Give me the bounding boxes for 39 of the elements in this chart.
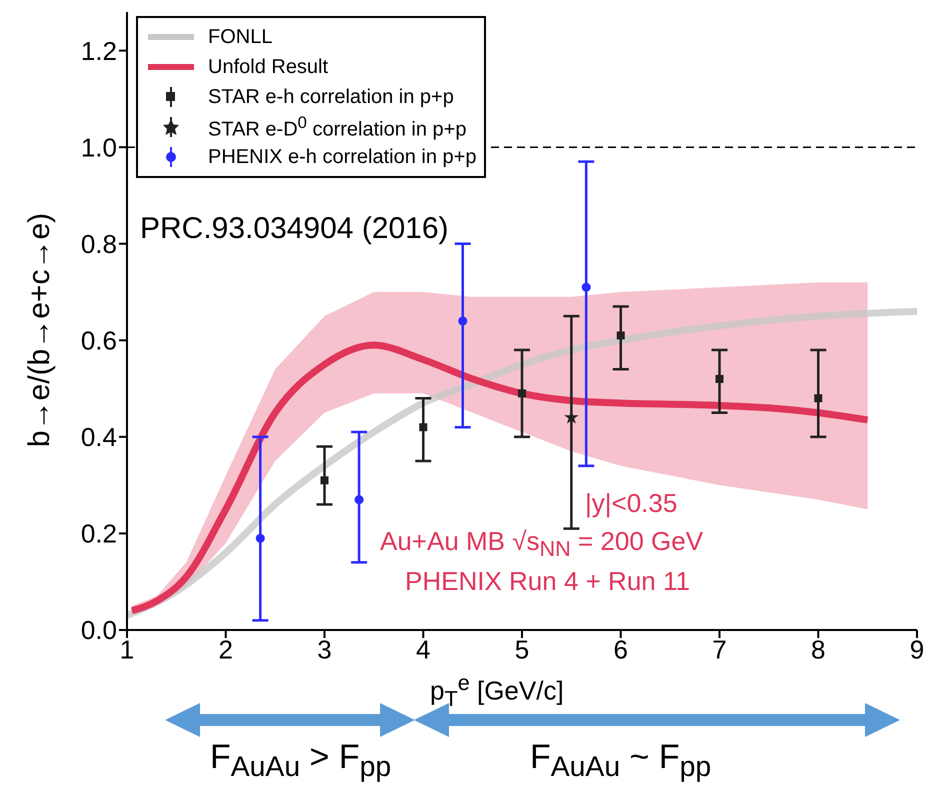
annotation: PRC.93.034904 (2016) <box>140 212 449 246</box>
x-tick-label: 9 <box>910 634 924 664</box>
legend-label: STAR e-h correlation in p+p <box>208 86 454 108</box>
point <box>616 331 625 340</box>
x-tick-label: 1 <box>120 634 134 664</box>
point <box>814 394 822 402</box>
point <box>354 495 364 504</box>
x-tick-label: 4 <box>416 634 430 664</box>
y-tick-label: 0.2 <box>80 518 117 549</box>
x-tick-label: 2 <box>218 634 233 664</box>
point <box>716 374 724 383</box>
point <box>582 282 591 292</box>
annotation: |y|<0.35 <box>585 488 678 519</box>
y-tick-label: 0.8 <box>80 228 117 259</box>
x-tick-label: 7 <box>712 634 727 664</box>
x-tick-label: 8 <box>811 634 826 664</box>
x-tick-label: 5 <box>514 634 530 664</box>
y-tick-label: 1.2 <box>80 36 117 66</box>
point <box>419 423 428 432</box>
x-tick-label: 6 <box>614 634 628 664</box>
point <box>458 316 468 326</box>
y-tick-label: 0.0 <box>80 615 117 646</box>
legend-label: STAR e-D$^{0}$ correlation in p+p <box>208 112 466 142</box>
annotation: Au+Au MB √s$_{NN}$ = 200 GeV <box>380 526 704 562</box>
x-axis-title: p$_{T}$$^{e}$ [GeV/c] <box>430 670 564 712</box>
x-tick-label: 3 <box>317 634 332 664</box>
point <box>320 476 328 484</box>
y-axis-title: b→e/(b→e+c→e) <box>23 212 57 448</box>
y-tick-label: 0.6 <box>80 326 117 356</box>
text: F$_{AuAu}$ > F$_{pp}$ <box>210 738 392 784</box>
legend-label: PHENIX e-h correlation in p+p <box>208 146 476 168</box>
legend-label: FONLL <box>208 26 272 48</box>
point <box>518 389 526 398</box>
y-tick-label: 1.0 <box>80 132 117 162</box>
point <box>256 534 265 543</box>
annotation: PHENIX Run 4 + Run 11 <box>405 566 690 597</box>
legend-label: Unfold Result <box>208 56 328 78</box>
y-tick-label: 0.4 <box>80 422 117 452</box>
text: F$_{AuAu}$ ~ F$_{pp}$ <box>530 738 712 784</box>
